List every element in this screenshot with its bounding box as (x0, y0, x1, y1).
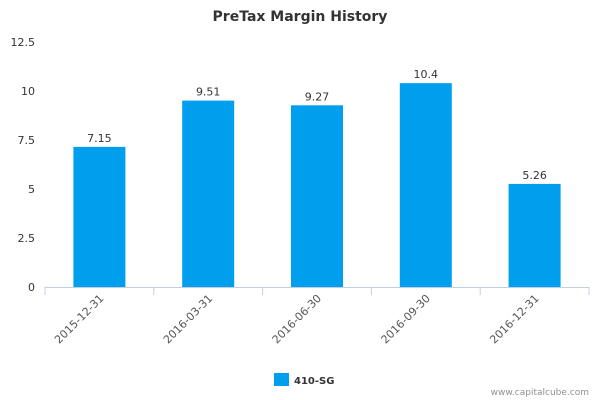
credit-text: www.capitalcube.com (491, 388, 589, 398)
bar[interactable] (399, 83, 452, 287)
y-tick-label: 7.5 (18, 134, 36, 147)
data-labels: 7.15 9.51 9.27 10.4 5.26 (87, 68, 547, 182)
data-label: 5.26 (522, 169, 547, 182)
legend[interactable]: 410-SG (274, 373, 334, 387)
data-label: 9.51 (196, 86, 221, 99)
x-tick-label: 2016-03-31 (161, 292, 215, 346)
legend-label: 410-SG (294, 376, 334, 387)
data-label: 10.4 (414, 68, 439, 81)
y-axis: 0 2.5 5 7.5 10 12.5 (11, 36, 36, 294)
bar[interactable] (291, 105, 343, 287)
bar[interactable] (73, 146, 126, 287)
bar[interactable] (182, 100, 235, 287)
x-tick-label: 2016-12-31 (487, 292, 541, 346)
data-label: 7.15 (87, 132, 112, 145)
chart-title: PreTax Margin History (213, 9, 388, 25)
y-tick-label: 0 (28, 281, 35, 294)
y-tick-label: 2.5 (18, 232, 36, 245)
data-label: 9.27 (305, 90, 330, 103)
x-axis: 2015-12-31 2016-03-31 2016-06-30 2016-09-30… (44, 287, 590, 346)
bars (73, 83, 561, 287)
bar[interactable] (508, 183, 561, 287)
x-tick-label: 2015-12-31 (52, 292, 106, 346)
y-tick-label: 10 (21, 85, 35, 98)
y-tick-label: 5 (28, 183, 35, 196)
x-tick-label: 2016-09-30 (379, 292, 433, 346)
y-tick-label: 12.5 (11, 36, 36, 49)
legend-swatch (274, 373, 289, 386)
x-tick-label: 2016-06-30 (270, 292, 324, 346)
